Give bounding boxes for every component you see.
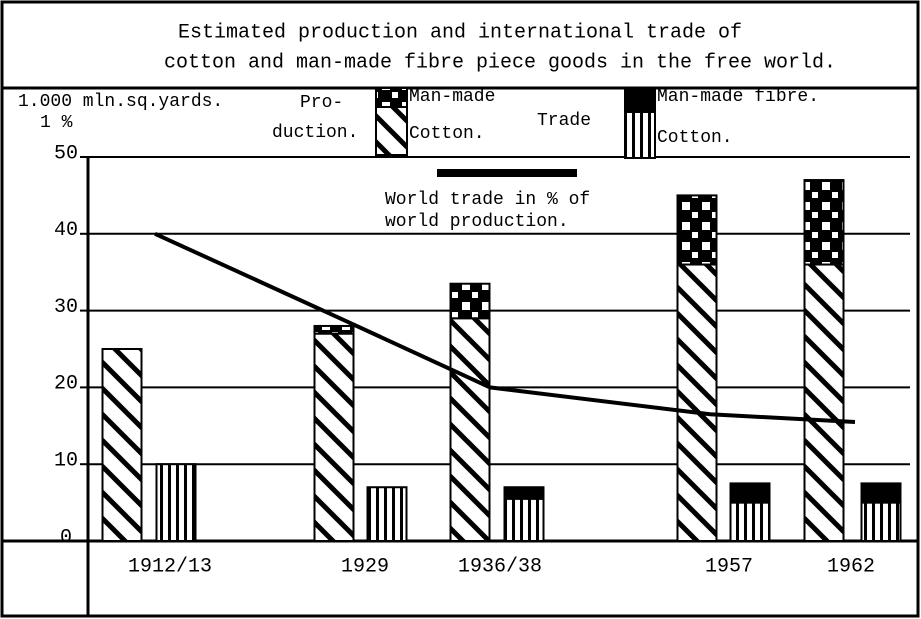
- bar: [676, 194, 718, 266]
- legend-swatch: [375, 87, 408, 108]
- y-tick-label: 30: [54, 296, 78, 319]
- y-tick-label: 0: [60, 526, 72, 549]
- legend-label: Cotton.: [657, 128, 733, 148]
- bar: [860, 501, 902, 543]
- legend-label: Man-made: [409, 87, 495, 107]
- y-tick-label: 50: [54, 142, 78, 165]
- bar: [803, 263, 845, 542]
- legend-label: Man-made fibre.: [657, 87, 819, 107]
- legend-swatch: [624, 111, 656, 159]
- legend-group: Pro-: [300, 93, 343, 113]
- bar: [803, 179, 845, 266]
- y-tick-label: 10: [54, 449, 78, 472]
- bar: [155, 463, 197, 543]
- bar: [366, 486, 408, 542]
- bar: [729, 501, 771, 543]
- x-tick-label: 1912/13: [128, 555, 212, 578]
- bar: [503, 486, 545, 500]
- bar: [729, 482, 771, 504]
- y-label: 1.000 mln.sq.yards.: [18, 92, 223, 112]
- legend-label: Cotton.: [409, 124, 485, 144]
- bar: [449, 317, 491, 542]
- bar: [101, 348, 143, 542]
- y-tick-label: 20: [54, 373, 78, 396]
- y-tick-label: 40: [54, 219, 78, 242]
- bar: [503, 497, 545, 543]
- chart-title: cotton and man-made fibre piece goods in…: [164, 51, 836, 74]
- y-label: 1 %: [40, 113, 73, 133]
- bar: [449, 282, 491, 320]
- legend-swatch: [624, 87, 656, 113]
- bar: [860, 482, 902, 504]
- x-tick-label: 1957: [705, 555, 753, 578]
- chart-title: Estimated production and international t…: [178, 21, 742, 44]
- legend-group: duction.: [272, 123, 358, 143]
- bar: [313, 324, 355, 335]
- x-tick-label: 1962: [827, 555, 875, 578]
- trade-line: [154, 231, 856, 424]
- x-tick-label: 1929: [341, 555, 389, 578]
- annotation: World trade in % of: [385, 190, 590, 210]
- legend-swatch: [375, 106, 408, 156]
- annotation: world production.: [385, 212, 569, 232]
- legend-group: Trade: [537, 111, 591, 131]
- bar: [313, 332, 355, 543]
- bar: [676, 263, 718, 542]
- x-tick-label: 1936/38: [458, 555, 542, 578]
